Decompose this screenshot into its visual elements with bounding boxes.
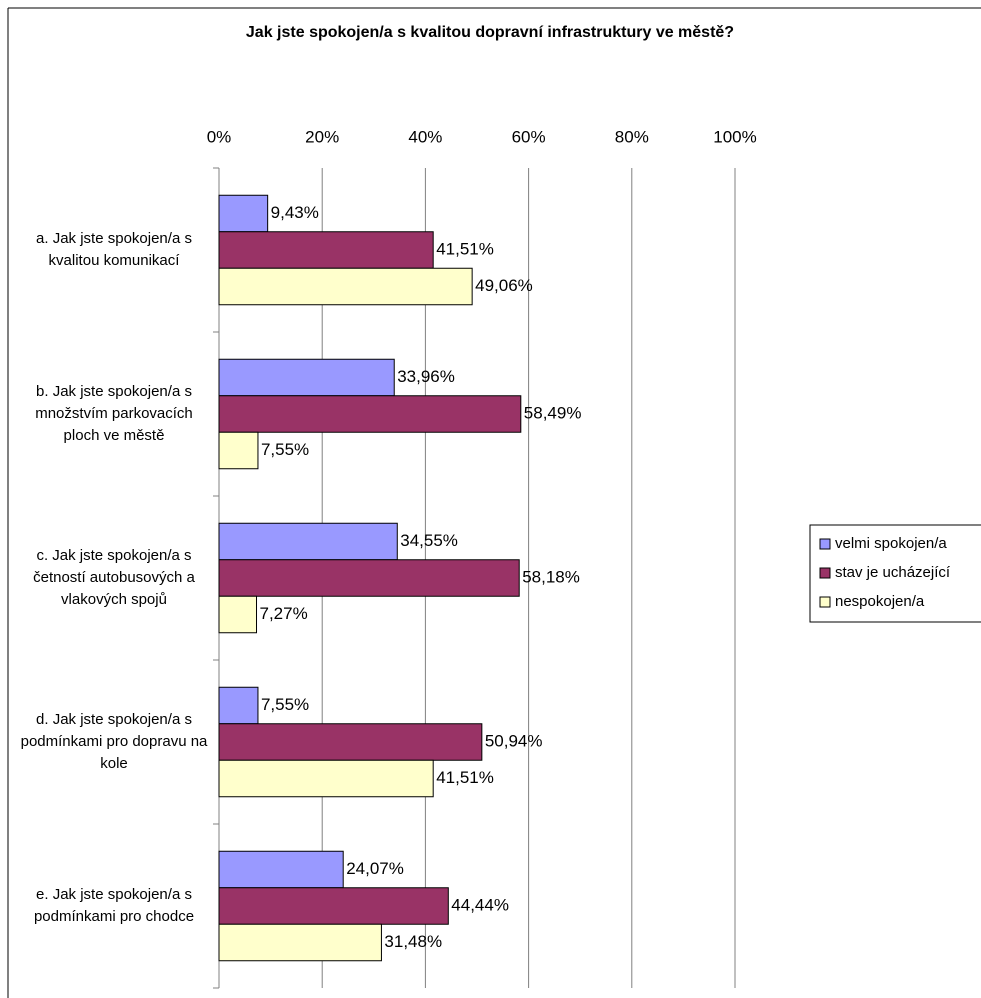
bar <box>218 723 483 761</box>
category-label: c. Jak jste spokojen/a s četností autobu… <box>14 496 214 660</box>
data-label: 44,44% <box>451 895 509 914</box>
category-label-text: c. Jak jste spokojen/a s četností autobu… <box>33 547 195 608</box>
bar <box>218 850 344 889</box>
chart-title: Jak jste spokojen/a s kvalitou dopravní … <box>246 24 734 41</box>
data-label: 41,51% <box>436 768 494 787</box>
x-tick-label: 80% <box>615 127 649 146</box>
legend-label: nespokojen/a <box>835 593 925 610</box>
data-label: 50,94% <box>485 731 543 750</box>
bar <box>218 431 259 470</box>
category-label-text: a. Jak jste spokojen/a s kvalitou komuni… <box>36 230 192 269</box>
legend-swatch <box>819 567 831 579</box>
data-label: 24,07% <box>346 859 404 878</box>
bar <box>218 522 398 561</box>
x-tick-label: 60% <box>512 127 546 146</box>
legend-swatch <box>819 596 831 608</box>
x-tick-label: 100% <box>713 127 756 146</box>
bar <box>218 267 473 306</box>
bar <box>218 559 520 597</box>
legend-label: velmi spokojen/a <box>835 535 947 552</box>
x-tick-label: 0% <box>207 127 232 146</box>
category-label-text: d. Jak jste spokojen/a s podmínkami pro … <box>20 711 208 772</box>
legend-box <box>809 524 981 623</box>
bar <box>218 759 434 798</box>
data-label: 49,06% <box>475 276 533 295</box>
data-label: 31,48% <box>384 932 442 951</box>
data-label: 58,49% <box>524 403 582 422</box>
bar <box>218 194 269 233</box>
data-label: 33,96% <box>397 367 455 386</box>
data-label: 41,51% <box>436 239 494 258</box>
bar <box>218 887 449 925</box>
bar <box>218 595 258 634</box>
data-label: 7,55% <box>261 440 309 459</box>
data-label: 34,55% <box>400 531 458 550</box>
category-label-text: e. Jak jste spokojen/a s podmínkami pro … <box>33 886 195 925</box>
category-label: a. Jak jste spokojen/a s kvalitou komuni… <box>14 168 214 332</box>
bar <box>218 686 259 725</box>
category-label: d. Jak jste spokojen/a s podmínkami pro … <box>14 660 214 824</box>
legend-label: stav je ucházející <box>835 564 951 581</box>
data-label: 7,27% <box>260 604 308 623</box>
x-tick-label: 40% <box>408 127 442 146</box>
data-label: 7,55% <box>261 695 309 714</box>
bar <box>218 231 434 269</box>
x-tick-label: 20% <box>305 127 339 146</box>
category-label: b. Jak jste spokojen/a s množstvím parko… <box>14 332 214 496</box>
legend-swatch <box>819 538 831 550</box>
bar <box>218 395 522 433</box>
category-label-text: b. Jak jste spokojen/a s množstvím parko… <box>35 383 193 444</box>
data-label: 9,43% <box>271 203 319 222</box>
bar <box>218 358 395 397</box>
category-label: e. Jak jste spokojen/a s podmínkami pro … <box>14 824 214 988</box>
data-label: 58,18% <box>522 567 580 586</box>
bar <box>218 923 382 962</box>
